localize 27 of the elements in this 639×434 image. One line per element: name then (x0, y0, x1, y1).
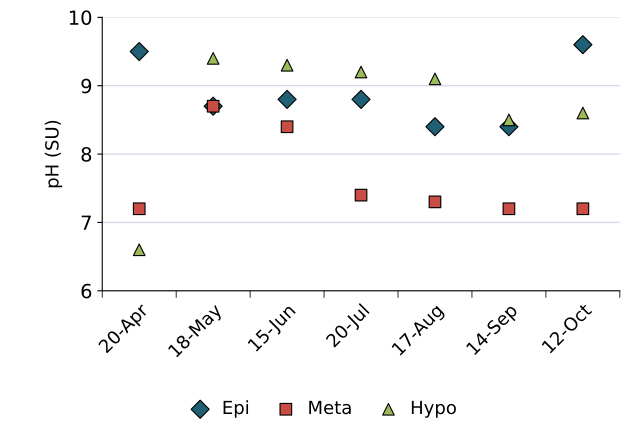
point (428, 72, 442, 86)
y-tick-label: 9 (81, 78, 92, 94)
point (354, 66, 368, 78)
point (280, 58, 294, 72)
point (277, 90, 297, 109)
point (502, 202, 516, 216)
point (132, 202, 146, 216)
point (425, 117, 445, 136)
point (130, 42, 149, 62)
point (576, 202, 590, 216)
point (502, 114, 516, 126)
point (354, 188, 368, 202)
legend-label: Epi (224, 400, 248, 418)
point (132, 243, 146, 256)
y-axis-title: pH (SU) (44, 120, 62, 188)
y-tick-label: 8 (81, 147, 92, 162)
y-tick-label: 7 (82, 216, 91, 230)
point (206, 52, 220, 65)
point (576, 106, 590, 120)
point (280, 120, 294, 134)
legend-label: Meta (309, 400, 351, 414)
y-tick-label: 6 (82, 284, 92, 298)
legend-label: Hypo (412, 400, 456, 418)
point (573, 35, 592, 54)
y-tick-label: 10 (70, 10, 92, 26)
point (428, 196, 442, 208)
point (351, 90, 371, 109)
